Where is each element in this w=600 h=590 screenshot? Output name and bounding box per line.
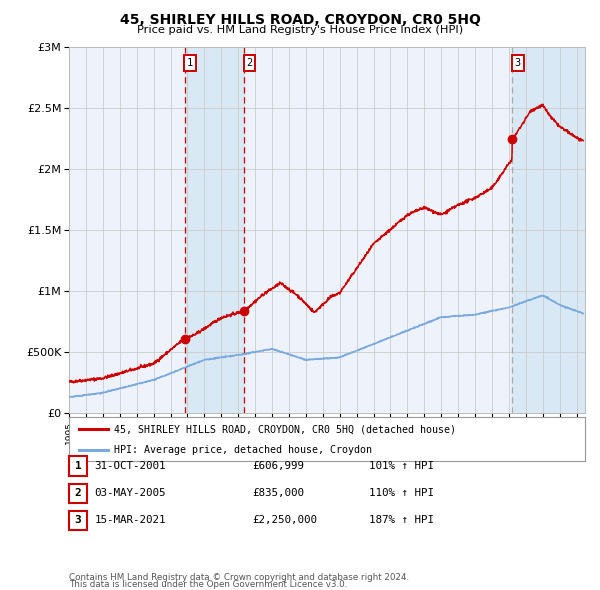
Text: £606,999: £606,999 xyxy=(252,461,304,471)
Text: 3: 3 xyxy=(515,58,521,68)
Text: This data is licensed under the Open Government Licence v3.0.: This data is licensed under the Open Gov… xyxy=(69,581,347,589)
Bar xyxy=(512,47,585,413)
Text: 3: 3 xyxy=(74,516,82,525)
Text: HPI: Average price, detached house, Croydon: HPI: Average price, detached house, Croy… xyxy=(115,445,373,455)
Text: Contains HM Land Registry data © Crown copyright and database right 2024.: Contains HM Land Registry data © Crown c… xyxy=(69,573,409,582)
Text: 15-MAR-2021: 15-MAR-2021 xyxy=(94,516,166,525)
Text: 2: 2 xyxy=(74,489,82,498)
Text: 110% ↑ HPI: 110% ↑ HPI xyxy=(369,489,434,498)
Text: £835,000: £835,000 xyxy=(252,489,304,498)
Text: £2,250,000: £2,250,000 xyxy=(252,516,317,525)
Text: 1: 1 xyxy=(74,461,82,471)
Bar xyxy=(185,47,244,413)
Text: 101% ↑ HPI: 101% ↑ HPI xyxy=(369,461,434,471)
Text: 45, SHIRLEY HILLS ROAD, CROYDON, CR0 5HQ (detached house): 45, SHIRLEY HILLS ROAD, CROYDON, CR0 5HQ… xyxy=(115,424,457,434)
Text: 1: 1 xyxy=(187,58,193,68)
Text: Price paid vs. HM Land Registry's House Price Index (HPI): Price paid vs. HM Land Registry's House … xyxy=(137,25,463,35)
Text: 45, SHIRLEY HILLS ROAD, CROYDON, CR0 5HQ: 45, SHIRLEY HILLS ROAD, CROYDON, CR0 5HQ xyxy=(119,13,481,27)
Text: 03-MAY-2005: 03-MAY-2005 xyxy=(94,489,166,498)
Text: 31-OCT-2001: 31-OCT-2001 xyxy=(94,461,166,471)
Text: 187% ↑ HPI: 187% ↑ HPI xyxy=(369,516,434,525)
Text: 2: 2 xyxy=(247,58,253,68)
